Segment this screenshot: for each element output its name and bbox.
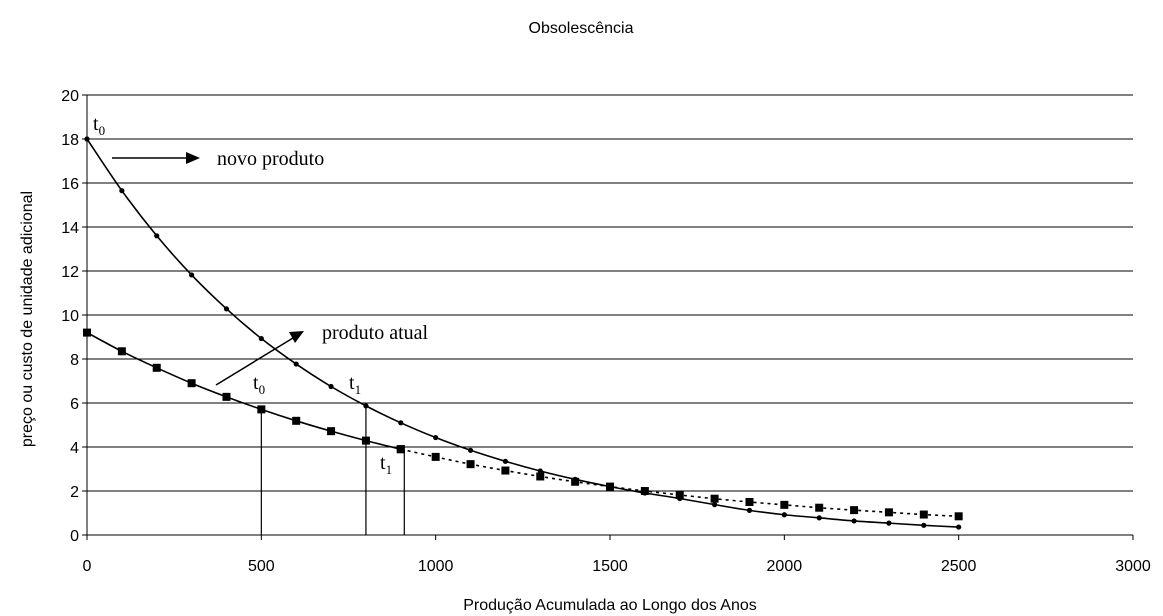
data-point <box>396 445 405 454</box>
y-tick-label: 6 <box>70 396 79 413</box>
data-point <box>187 379 196 388</box>
data-point <box>536 472 545 481</box>
y-tick-label: 8 <box>70 352 79 369</box>
annotation-t1-upper: t1 <box>349 372 361 397</box>
data-point <box>292 416 301 425</box>
data-point <box>921 522 927 528</box>
data-point <box>815 503 824 512</box>
data-point <box>257 405 266 414</box>
data-point <box>710 494 719 503</box>
annotation-t0-top: t0 <box>93 113 105 138</box>
data-point <box>154 233 160 239</box>
x-tick-label: 1500 <box>592 558 628 575</box>
series-1 <box>84 136 962 530</box>
svg-text:t1: t1 <box>349 372 361 397</box>
svg-text:t0: t0 <box>93 113 105 138</box>
data-point <box>327 427 336 436</box>
data-point <box>119 188 125 194</box>
svg-text:t0: t0 <box>253 372 265 397</box>
data-point <box>222 392 231 401</box>
label-produto-atual: produto atual <box>322 322 429 344</box>
x-tick-label: 0 <box>83 558 92 575</box>
data-point <box>851 518 857 524</box>
x-tick-label: 3000 <box>1115 558 1151 575</box>
data-point <box>117 347 126 356</box>
y-tick-label: 4 <box>70 440 79 457</box>
data-point <box>746 507 753 513</box>
data-point <box>712 502 718 508</box>
data-point <box>189 272 195 278</box>
data-point <box>954 512 963 521</box>
x-tick-label: 2000 <box>767 558 803 575</box>
data-point <box>431 452 440 461</box>
data-point <box>571 477 580 486</box>
annotation-t0-mid: t0 <box>253 372 265 397</box>
data-point <box>850 506 859 515</box>
data-point <box>956 524 962 530</box>
series-line <box>400 448 959 518</box>
chart-title: Obsolescência <box>529 20 634 37</box>
data-point <box>467 447 474 453</box>
label-novo-produto: novo produto <box>217 148 324 170</box>
data-point <box>606 482 614 491</box>
data-point <box>466 460 475 469</box>
series-line <box>86 331 401 450</box>
y-tick-label: 12 <box>61 264 79 281</box>
data-point <box>363 403 369 409</box>
data-point <box>293 361 299 367</box>
x-axis-title: Produção Acumulada ao Longo dos Anos <box>463 597 757 614</box>
data-point <box>152 363 161 372</box>
data-point <box>398 420 404 426</box>
data-point <box>84 136 90 142</box>
series-line <box>86 138 959 528</box>
data-point <box>745 498 754 506</box>
y-axis-title: preço ou custo de unidade adicional <box>19 191 36 447</box>
x-tick-label: 500 <box>248 558 275 575</box>
arrow-produto-atual <box>215 331 304 386</box>
data-point <box>781 512 787 518</box>
y-tick-label: 16 <box>61 176 79 193</box>
y-tick-label: 18 <box>61 132 79 149</box>
data-point <box>886 520 892 526</box>
data-point <box>640 487 649 495</box>
data-point <box>361 436 370 445</box>
data-point <box>675 490 684 499</box>
data-point <box>501 466 510 475</box>
data-point <box>258 335 264 342</box>
data-point <box>223 306 230 312</box>
data-point <box>919 510 928 519</box>
data-point <box>884 508 893 517</box>
series-layer <box>83 136 963 530</box>
x-tick-label: 2500 <box>941 558 977 575</box>
data-point <box>328 383 334 390</box>
y-tick-label: 0 <box>70 528 79 545</box>
data-point <box>780 500 789 509</box>
series-3 <box>396 445 963 521</box>
data-point <box>537 468 543 474</box>
drop-lines <box>260 405 405 535</box>
y-tick-label: 10 <box>61 308 79 325</box>
data-point <box>433 434 439 441</box>
data-point <box>816 515 822 521</box>
data-point <box>502 458 508 464</box>
annotation-t1-lower: t1 <box>380 452 392 477</box>
data-point <box>83 328 91 337</box>
y-tick-label: 14 <box>61 220 79 237</box>
arrow-novo-produto <box>112 152 200 164</box>
y-tick-label: 2 <box>70 484 79 501</box>
svg-text:t1: t1 <box>380 452 392 477</box>
y-tick-label: 20 <box>61 88 79 105</box>
y-tick-labels: 0 2 4 6 8 10 12 14 16 18 20 <box>61 88 79 545</box>
x-tick-label: 1000 <box>418 558 454 575</box>
x-tick-labels: 0 500 1000 1500 2000 2500 3000 <box>83 558 1151 575</box>
